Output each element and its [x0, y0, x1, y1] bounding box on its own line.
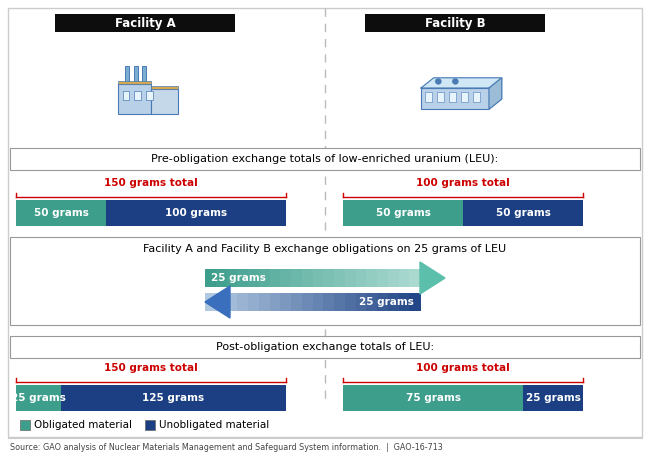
Text: 100 grams total: 100 grams total: [416, 178, 510, 188]
Bar: [388, 293, 399, 311]
Text: 150 grams total: 150 grams total: [104, 363, 198, 373]
Circle shape: [436, 79, 441, 84]
Bar: [205, 269, 216, 287]
Bar: [313, 293, 324, 311]
Text: 25 grams: 25 grams: [211, 273, 266, 283]
Bar: [421, 88, 489, 109]
Bar: [356, 269, 367, 287]
Bar: [334, 293, 345, 311]
Text: 75 grams: 75 grams: [406, 393, 460, 403]
Bar: [343, 200, 463, 226]
Text: Facility A: Facility A: [114, 16, 176, 29]
Bar: [133, 66, 138, 84]
Bar: [388, 269, 399, 287]
Bar: [523, 385, 583, 411]
Bar: [10, 148, 640, 170]
Bar: [344, 293, 356, 311]
Bar: [10, 237, 640, 325]
Bar: [356, 293, 367, 311]
Bar: [366, 269, 378, 287]
Bar: [425, 92, 432, 102]
Bar: [437, 92, 444, 102]
Bar: [118, 81, 151, 84]
Bar: [122, 91, 129, 100]
Bar: [216, 293, 227, 311]
Bar: [343, 385, 523, 411]
Bar: [248, 293, 259, 311]
Bar: [135, 91, 141, 100]
Text: Obligated material: Obligated material: [34, 420, 132, 430]
Bar: [461, 92, 468, 102]
Bar: [398, 293, 410, 311]
Text: Unobligated material: Unobligated material: [159, 420, 269, 430]
Bar: [280, 293, 291, 311]
Bar: [142, 66, 146, 84]
Bar: [270, 293, 281, 311]
Bar: [226, 269, 238, 287]
Bar: [216, 269, 227, 287]
Bar: [398, 269, 410, 287]
Bar: [106, 200, 286, 226]
Bar: [473, 92, 480, 102]
Bar: [449, 92, 456, 102]
Bar: [248, 269, 259, 287]
Text: 25 grams: 25 grams: [359, 297, 414, 307]
Bar: [146, 91, 153, 100]
Text: 150 grams total: 150 grams total: [104, 178, 198, 188]
Bar: [302, 269, 313, 287]
Text: Pre-obligation exchange totals of low-enriched uranium (LEU):: Pre-obligation exchange totals of low-en…: [151, 154, 499, 164]
Bar: [20, 420, 30, 430]
Text: 25 grams: 25 grams: [11, 393, 66, 403]
Bar: [377, 269, 388, 287]
Bar: [302, 293, 313, 311]
Text: Facility A and Facility B exchange obligations on 25 grams of LEU: Facility A and Facility B exchange oblig…: [144, 244, 506, 254]
Bar: [205, 293, 216, 311]
Bar: [151, 89, 177, 114]
Polygon shape: [205, 286, 230, 318]
Bar: [270, 269, 281, 287]
Text: Facility B: Facility B: [424, 16, 486, 29]
Text: 25 grams: 25 grams: [526, 393, 580, 403]
Text: 100 grams total: 100 grams total: [416, 363, 510, 373]
Bar: [365, 14, 545, 32]
Polygon shape: [420, 262, 445, 294]
Bar: [323, 269, 335, 287]
Bar: [55, 14, 235, 32]
Bar: [377, 293, 388, 311]
Bar: [151, 86, 177, 89]
Text: 100 grams: 100 grams: [165, 208, 227, 218]
Bar: [237, 269, 248, 287]
Bar: [61, 385, 286, 411]
Bar: [410, 293, 421, 311]
Text: Source: GAO analysis of Nuclear Materials Management and Safeguard System inform: Source: GAO analysis of Nuclear Material…: [10, 443, 443, 452]
Text: 125 grams: 125 grams: [142, 393, 205, 403]
Text: 50 grams: 50 grams: [34, 208, 88, 218]
Text: 50 grams: 50 grams: [495, 208, 551, 218]
Text: 50 grams: 50 grams: [376, 208, 430, 218]
Circle shape: [452, 79, 458, 84]
Bar: [280, 269, 291, 287]
Bar: [410, 269, 421, 287]
Bar: [226, 293, 238, 311]
Bar: [145, 420, 155, 430]
Polygon shape: [421, 78, 502, 88]
Bar: [334, 269, 345, 287]
Bar: [10, 336, 640, 358]
Bar: [259, 293, 270, 311]
Bar: [125, 66, 129, 84]
Bar: [366, 293, 378, 311]
Bar: [118, 84, 151, 114]
Polygon shape: [489, 78, 502, 109]
Bar: [313, 269, 324, 287]
Bar: [291, 293, 302, 311]
Bar: [16, 385, 61, 411]
Bar: [323, 293, 335, 311]
Bar: [237, 293, 248, 311]
Text: Post-obligation exchange totals of LEU:: Post-obligation exchange totals of LEU:: [216, 342, 434, 352]
Bar: [344, 269, 356, 287]
Bar: [259, 269, 270, 287]
Bar: [463, 200, 583, 226]
Bar: [16, 200, 106, 226]
Bar: [291, 269, 302, 287]
